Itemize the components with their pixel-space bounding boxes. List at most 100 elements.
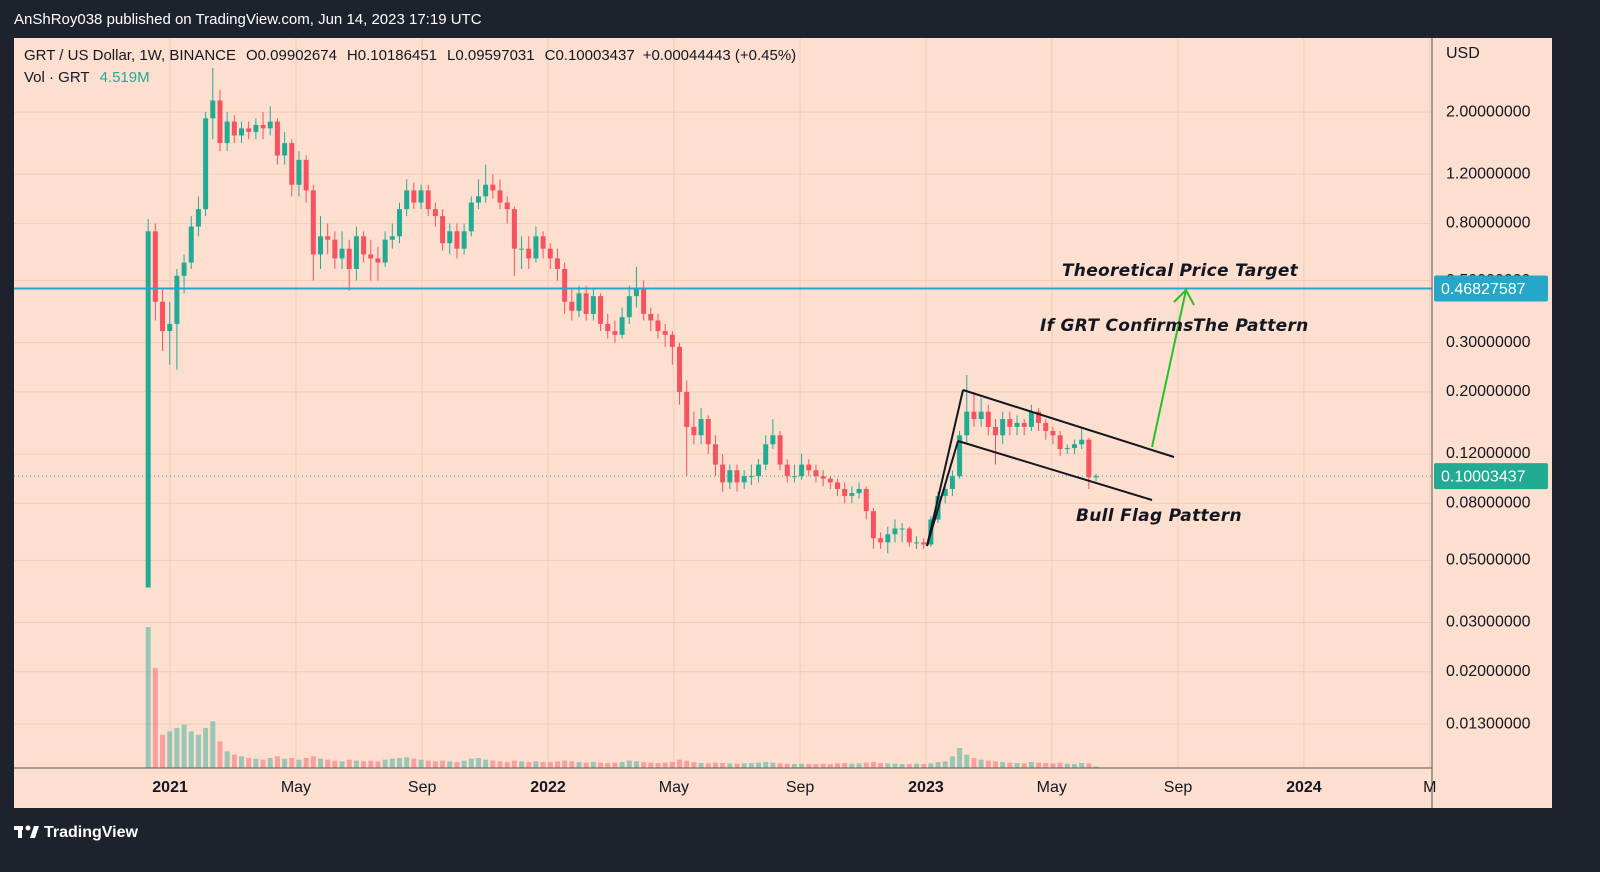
candle-body: [1050, 431, 1056, 436]
x-tick-label: May: [1037, 779, 1067, 796]
annotation: If GRT Confirms: [1040, 316, 1194, 336]
volume-bar: [547, 762, 553, 768]
candle-body: [246, 128, 252, 132]
volume-bar: [1036, 762, 1042, 768]
volume-bar: [418, 759, 424, 768]
volume-bar: [188, 731, 194, 768]
volume-bar: [892, 763, 898, 768]
volume-bar: [339, 761, 345, 768]
candle-body: [504, 202, 510, 210]
ohlc-value: H0.10186451: [347, 47, 437, 64]
target-arrow: [1151, 288, 1195, 448]
volume-bar: [533, 761, 539, 768]
ohlc-value: C0.10003437: [545, 47, 635, 64]
candle-body: [949, 476, 955, 489]
volume-bar: [763, 762, 769, 768]
y-tick-label: 1.20000000: [1446, 165, 1531, 182]
volume-bar: [957, 748, 963, 768]
candle-body: [748, 476, 754, 478]
candle-body: [849, 493, 855, 496]
candle-body: [167, 323, 173, 332]
candle-body: [985, 411, 991, 427]
candle-body: [598, 296, 604, 324]
volume-bar: [447, 761, 453, 768]
candle-body: [454, 231, 460, 249]
candle-body: [942, 488, 948, 496]
candle-body: [885, 534, 891, 543]
candle-body: [253, 124, 259, 132]
candle-body: [181, 262, 187, 276]
volume-bar: [490, 760, 496, 768]
volume-bar: [554, 761, 560, 768]
candle-body: [239, 128, 245, 136]
candle-body: [1064, 448, 1070, 450]
candle-body: [468, 202, 474, 232]
volume-bar: [282, 758, 288, 768]
candle-body: [1014, 422, 1020, 427]
candle-body: [870, 511, 876, 539]
candle-body: [619, 317, 625, 335]
candle-body: [490, 184, 496, 191]
x-tick-label: 2022: [530, 779, 566, 796]
candle-body: [339, 248, 345, 259]
volume-bar: [440, 760, 446, 768]
candle-body: [712, 444, 718, 465]
candle-body: [899, 528, 905, 530]
volume-bar: [1007, 762, 1013, 768]
candle-body: [562, 268, 568, 302]
volume-bar: [224, 751, 230, 768]
volume-bar: [303, 758, 309, 768]
volume-bar: [827, 764, 833, 768]
volume-bar: [483, 759, 489, 768]
volume-bar: [519, 761, 525, 768]
price-label-box: [1434, 275, 1548, 302]
candle-body: [274, 121, 280, 156]
y-tick-label: 0.05000000: [1446, 552, 1531, 569]
candle-body: [806, 464, 812, 471]
volume-bar: [842, 763, 848, 768]
candle-body: [483, 184, 489, 197]
volume-bar: [741, 763, 747, 768]
y-tick-label: 0.08000000: [1446, 495, 1531, 512]
arrow-shaft: [1151, 289, 1187, 448]
volume-bar: [296, 759, 302, 768]
volume-bar: [562, 760, 568, 768]
volume-bar: [1057, 762, 1063, 768]
candle-body: [547, 248, 553, 259]
candle-body: [734, 470, 740, 483]
candle-body: [770, 435, 776, 445]
candle-body: [1079, 439, 1085, 445]
currency: USD: [1446, 45, 1480, 62]
candle-body: [978, 411, 984, 420]
candle-body: [375, 258, 381, 263]
volume-bar: [497, 761, 503, 768]
volume-bar: [260, 759, 266, 768]
volume-name: Vol · GRT: [24, 69, 90, 86]
candle-body: [971, 411, 977, 420]
candle-body: [210, 100, 216, 119]
annotation: The Pattern: [1193, 316, 1309, 336]
candle-body: [633, 288, 639, 297]
volume-bar: [425, 760, 431, 768]
footer-logo: [14, 825, 39, 838]
volume-bar: [648, 762, 654, 768]
ohlc-value: O0.09902674: [246, 47, 337, 64]
volume-bar: [432, 761, 438, 768]
volume-bar: [461, 760, 467, 768]
volume-bar: [590, 762, 596, 768]
bull-flag-drawing: [926, 389, 1175, 547]
candle-body: [1036, 411, 1042, 423]
candle-body: [1000, 419, 1006, 436]
candle-body: [195, 209, 201, 227]
candle-body: [684, 391, 690, 427]
flag-pole: [926, 389, 964, 547]
volume-bar: [267, 758, 273, 768]
candle-body: [669, 334, 675, 347]
volume-bar: [698, 763, 704, 768]
candle-body: [992, 426, 998, 436]
candle-body: [318, 236, 324, 255]
volume-bar: [540, 762, 546, 768]
volume-bar: [583, 762, 589, 768]
volume-bar: [655, 763, 661, 768]
volume-bar: [641, 762, 647, 768]
